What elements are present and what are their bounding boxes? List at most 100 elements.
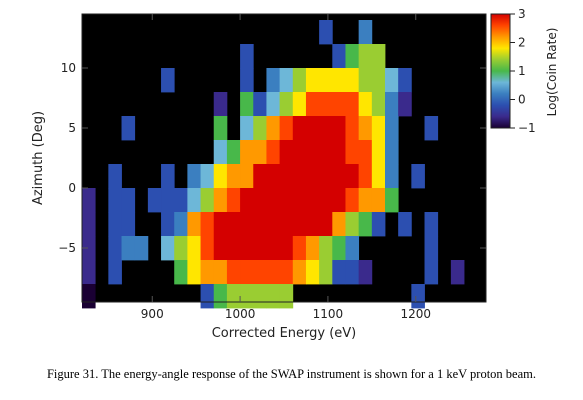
heatmap-cell [266, 212, 281, 237]
heatmap-cell [187, 164, 201, 189]
heatmap-cell [398, 212, 412, 237]
heatmap-cell [200, 212, 215, 237]
heatmap-cell [385, 92, 399, 117]
heatmap-cell [279, 68, 294, 93]
heatmap-cell [319, 164, 333, 189]
heatmap-cell [200, 260, 215, 285]
heatmap-cell [358, 68, 373, 93]
heatmap-cell [371, 116, 386, 141]
heatmap-cell [240, 236, 254, 261]
heatmap-cell [279, 188, 294, 213]
heatmap-cell [200, 236, 215, 261]
heatmap-cell [398, 92, 412, 117]
heatmap-cell [253, 92, 267, 117]
heatmap-cell [332, 140, 346, 165]
heatmap-cell [266, 164, 281, 189]
heatmap-cell [371, 188, 386, 213]
heatmap-cell [385, 140, 399, 165]
heatmap-cell [226, 140, 241, 165]
heatmap-cell [292, 68, 307, 93]
heatmap-cell [240, 44, 254, 69]
heatmap-cell [332, 260, 346, 285]
x-tick-label: 1100 [313, 307, 344, 321]
heatmap-cell [305, 236, 320, 261]
heatmap-cell [292, 140, 307, 165]
heatmap-cell [213, 284, 228, 309]
heatmap-cell [358, 44, 373, 69]
heatmap-cell [134, 236, 149, 261]
heatmap-cell [279, 212, 294, 237]
heatmap-cell [305, 116, 320, 141]
heatmap-cell [266, 236, 281, 261]
heatmap-cell [332, 236, 346, 261]
heatmap-cell [266, 188, 281, 213]
heatmap-cell [240, 284, 254, 309]
heatmap-cell [121, 212, 136, 237]
heatmap-cell [319, 20, 333, 45]
heatmap-cell [332, 188, 346, 213]
heatmap-cell [424, 260, 439, 285]
heatmap-cell [345, 164, 360, 189]
x-tick-label: 1200 [400, 307, 431, 321]
heatmap-cell [279, 164, 294, 189]
heatmap-cell [266, 68, 281, 93]
heatmap-cell [292, 260, 307, 285]
heatmap-cell [332, 116, 346, 141]
heatmap-cell [108, 212, 122, 237]
heatmap-cell [411, 164, 425, 189]
heatmap-cell [345, 236, 360, 261]
heatmap-cell [253, 212, 267, 237]
heatmap-cell [253, 140, 267, 165]
heatmap-cell [213, 140, 228, 165]
plot-frame [81, 13, 487, 303]
heatmap-cell [345, 140, 360, 165]
heatmap-cell [345, 44, 360, 69]
heatmap-cell [253, 188, 267, 213]
heatmap-cell [82, 236, 96, 261]
heatmap-cell [240, 188, 254, 213]
heatmap-cell [450, 260, 465, 285]
heatmap-cell [345, 116, 360, 141]
heatmap-cell [187, 260, 201, 285]
heatmap-cell [305, 188, 320, 213]
heatmap-cell [385, 188, 399, 213]
heatmap-cell [305, 212, 320, 237]
heatmap-cell [108, 188, 122, 213]
heatmap-cell [253, 284, 267, 309]
heatmap-cell [213, 260, 228, 285]
heatmap-cell [332, 212, 346, 237]
x-tick-label: 900 [141, 307, 164, 321]
colorbar-label: Log(Coin Rate) [545, 28, 559, 117]
heatmap-cell [266, 140, 281, 165]
heatmap-cell [82, 260, 96, 285]
heatmap-cell [319, 116, 333, 141]
heatmap-cell [161, 188, 175, 213]
heatmap-cell [371, 212, 386, 237]
heatmap-cell [200, 164, 215, 189]
heatmap-cell [108, 260, 122, 285]
heatmap-cell [332, 44, 346, 69]
heatmap-cell [226, 236, 241, 261]
y-axis-ticks: −5 0 5 10 [58, 61, 486, 255]
heatmap-cell [226, 212, 241, 237]
heatmap-cell [82, 188, 96, 213]
colorbar-ticks: 3 2 1 0 −1 [510, 7, 536, 135]
heatmap-cell [398, 68, 412, 93]
heatmap-cell [82, 212, 96, 237]
heatmap-cell [226, 188, 241, 213]
heatmap-cell [319, 260, 333, 285]
heatmap-cell [240, 92, 254, 117]
heatmap-cell [358, 92, 373, 117]
y-tick-label: 5 [68, 121, 76, 135]
heatmap-cell [292, 188, 307, 213]
heatmap-cell [108, 164, 122, 189]
heatmap-cell [266, 116, 281, 141]
heatmap-cell [371, 92, 386, 117]
heatmap-cell [213, 164, 228, 189]
heatmap-cell [240, 68, 254, 93]
heatmap-cell [279, 140, 294, 165]
colorbar-tick-label: 3 [518, 7, 526, 21]
x-tick-label: 1000 [225, 307, 256, 321]
x-axis-label: Corrected Energy (eV) [212, 326, 357, 341]
heatmap-cell [292, 164, 307, 189]
